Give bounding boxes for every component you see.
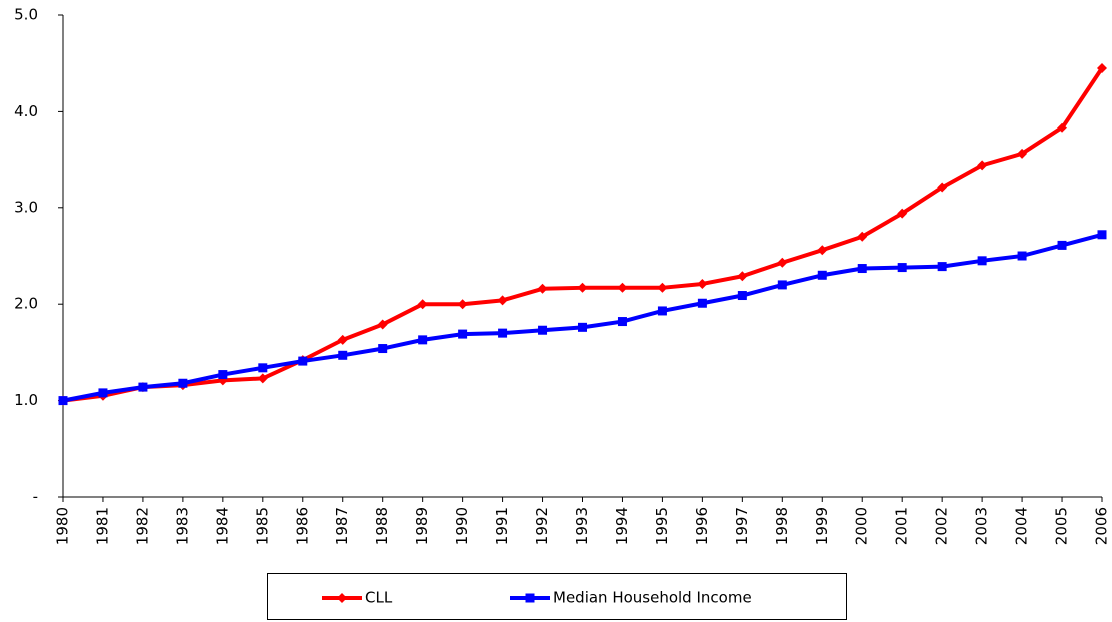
point [497, 295, 508, 306]
point [897, 263, 907, 273]
point [977, 256, 987, 266]
point [378, 344, 388, 354]
point [458, 329, 468, 339]
x-tick-label: 1992 [533, 507, 551, 545]
legend-label: CLL [365, 589, 393, 607]
point [457, 299, 468, 310]
point [857, 231, 868, 242]
point [1097, 230, 1107, 240]
point [257, 373, 268, 384]
x-tick-label: 1980 [54, 507, 72, 545]
point [418, 335, 428, 345]
x-tick-label: 1982 [133, 507, 151, 545]
point [417, 299, 428, 310]
point [298, 356, 308, 366]
series [58, 230, 1107, 406]
x-tick-label: 1997 [733, 507, 751, 545]
point [577, 282, 588, 293]
x-tick-label: 1994 [613, 507, 631, 545]
point [178, 378, 188, 388]
point [377, 319, 388, 330]
x-tick-label: 1981 [93, 507, 111, 545]
x-tick-label: 1986 [293, 507, 311, 545]
point [817, 245, 828, 256]
point [1017, 251, 1027, 261]
y-tick-label: 4.0 [14, 102, 38, 120]
point [1097, 63, 1107, 74]
point [138, 382, 148, 392]
x-tick-label: 1987 [333, 507, 351, 545]
point [937, 262, 947, 272]
y-tick-label: - [33, 488, 38, 506]
point [338, 350, 348, 360]
point [857, 264, 867, 274]
point [538, 325, 548, 335]
point [777, 257, 788, 268]
x-tick-label: 1998 [773, 507, 791, 545]
x-tick-label: 2001 [893, 507, 911, 545]
point [498, 328, 508, 338]
legend-label: Median Household Income [553, 589, 752, 607]
point [58, 396, 68, 406]
point [337, 334, 348, 345]
x-tick-label: 2003 [973, 507, 991, 545]
point [737, 291, 747, 301]
point [617, 317, 627, 327]
point [218, 370, 228, 380]
x-tick-label: 2005 [1053, 507, 1071, 545]
x-tick-label: 1999 [813, 507, 831, 545]
legend-marker [337, 593, 347, 603]
x-tick-label: 2002 [933, 507, 951, 545]
point [657, 282, 668, 293]
x-tick-label: 1995 [653, 507, 671, 545]
x-tick-label: 1984 [213, 507, 231, 545]
x-tick-label: 2000 [853, 507, 871, 545]
x-tick-label: 1989 [413, 507, 431, 545]
point [617, 282, 628, 293]
y-tick-label: 3.0 [14, 198, 38, 216]
point [977, 160, 988, 171]
point [578, 322, 587, 332]
point [897, 208, 908, 219]
x-tick-label: 1996 [693, 507, 711, 545]
point [697, 278, 708, 289]
legend: CLL Median Household Income [267, 573, 847, 620]
series [58, 63, 1107, 406]
point [777, 280, 787, 290]
y-tick-label: 5.0 [14, 6, 38, 24]
point [737, 271, 748, 282]
x-tick-label: 1991 [493, 507, 511, 545]
x-tick-label: 2004 [1013, 507, 1031, 545]
series-line [62, 66, 1104, 403]
point [937, 182, 948, 193]
y-tick-label: 1.0 [14, 391, 38, 409]
legend-marker [525, 593, 535, 603]
point [1017, 148, 1028, 159]
point [258, 363, 268, 373]
x-tick-label: 1983 [173, 507, 191, 545]
point [1057, 240, 1067, 250]
x-tick-label: 1993 [573, 507, 591, 545]
x-tick-label: 2006 [1093, 507, 1111, 545]
point [817, 270, 827, 280]
point [98, 388, 108, 398]
x-tick-label: 1990 [453, 507, 471, 545]
point [697, 298, 707, 308]
legend-box [267, 573, 847, 620]
point [1057, 122, 1068, 133]
x-tick-label: 1988 [373, 507, 391, 545]
point [537, 283, 548, 294]
y-tick-label: 2.0 [14, 295, 38, 313]
x-tick-label: 1985 [253, 507, 271, 545]
point [657, 306, 667, 316]
